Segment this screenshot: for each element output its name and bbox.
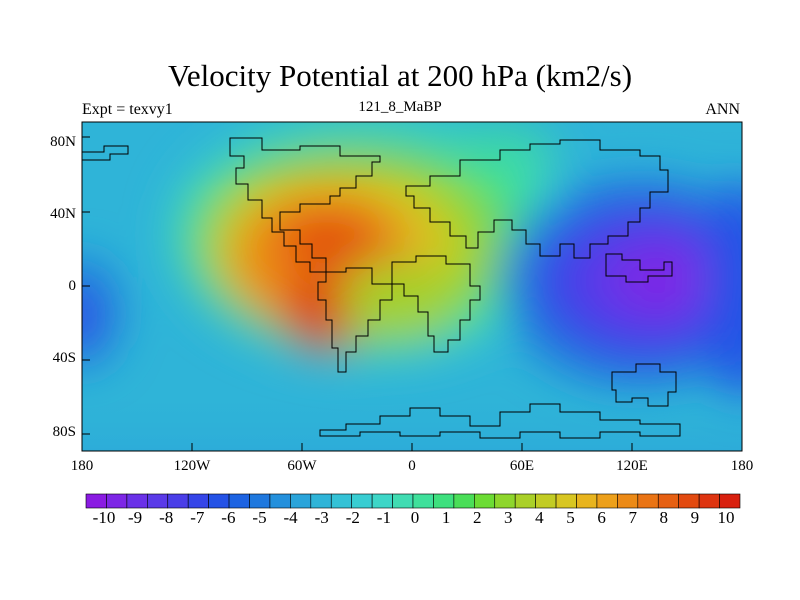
- lon-tick-label: 120E: [616, 458, 648, 474]
- colorbar-box: [290, 493, 312, 509]
- colorbar-box: [719, 493, 741, 509]
- colorbar-label: -4: [283, 508, 298, 527]
- colorbar-label: -9: [128, 508, 143, 527]
- lon-tick-label: 180: [730, 458, 754, 474]
- colorbar-box: [228, 493, 250, 509]
- colorbar-box: [147, 493, 169, 509]
- colorbar-box: [474, 493, 496, 509]
- colorbar-box: [187, 493, 209, 509]
- colorbar-box: [453, 493, 475, 509]
- colorbar-box: [596, 493, 618, 509]
- colorbar-box: [576, 493, 598, 509]
- lon-tick-label: 60E: [509, 458, 535, 474]
- colorbar-label: 5: [566, 508, 575, 527]
- season-label: ANN: [705, 101, 740, 118]
- colorbar-box: [535, 493, 557, 509]
- map-title: Velocity Potential at 200 hPa (km2/s): [167, 58, 633, 93]
- lon-tick-label: 0: [408, 458, 416, 474]
- colorbar-label: -1: [376, 508, 391, 527]
- colorbar-box: [392, 493, 414, 509]
- lat-tick-marks: [82, 136, 90, 435]
- colorbar-label: -3: [314, 508, 329, 527]
- lon-tick-marks: [81, 443, 743, 451]
- colorbar-label: 7: [628, 508, 637, 527]
- colorbar-label: -7: [190, 508, 205, 527]
- lat-tick-label: 40S: [52, 350, 76, 366]
- colorbar-box: [106, 493, 128, 509]
- colorbar-box: [494, 493, 516, 509]
- maritime-continent-outline: [605, 253, 673, 283]
- colorbar-label: 0: [410, 508, 420, 527]
- field-shading: [82, 122, 742, 451]
- colorbar-box: [167, 493, 189, 509]
- colorbar-box: [249, 493, 271, 509]
- lon-tick-label: 180: [70, 458, 94, 474]
- lat-tick-label: 0: [68, 278, 77, 294]
- colorbar-box: [351, 493, 373, 509]
- colorbar-label: 6: [597, 508, 606, 527]
- lon-tick-label: 60W: [287, 458, 317, 474]
- colorbar-label: -6: [221, 508, 236, 527]
- colorbar-box: [637, 493, 659, 509]
- colorbar-label: 10: [717, 508, 735, 527]
- colorbar-label: 3: [504, 508, 513, 527]
- eurasia-outline: [405, 139, 669, 259]
- colorbar-box: [412, 493, 434, 509]
- south-america-outline: [317, 267, 393, 373]
- case-label: 121_8_MaBP: [358, 99, 442, 115]
- experiment-label: Expt = texvy1: [82, 101, 173, 118]
- colorbar-box: [269, 493, 291, 509]
- colorbar-box: [310, 493, 332, 509]
- colorbar-label: 4: [535, 508, 544, 527]
- australia-outline: [611, 363, 677, 407]
- colorbar-label: 8: [659, 508, 669, 527]
- colorbar-box: [371, 493, 393, 509]
- africa-outline: [391, 255, 481, 353]
- antarctica-outline: [319, 403, 681, 439]
- colorbar-box: [126, 493, 148, 509]
- lat-tick-label: 80S: [52, 424, 76, 440]
- lat-tick-label: 80N: [50, 134, 76, 150]
- colorbar-label: -10: [92, 508, 116, 527]
- colorbar-box: [208, 493, 230, 509]
- colorbar-label: 9: [690, 508, 700, 527]
- colorbar-box: [330, 493, 352, 509]
- north-america-outline: [229, 137, 381, 273]
- coastlines: [82, 137, 681, 439]
- chukotka-outline: [82, 145, 129, 161]
- colorbar-box: [657, 493, 679, 509]
- colorbar-box: [433, 493, 455, 509]
- colorbar: [85, 493, 741, 509]
- colorbar-box: [514, 493, 536, 509]
- lon-tick-label: 120W: [173, 458, 211, 474]
- colorbar-box: [678, 493, 700, 509]
- colorbar-label: 2: [472, 508, 482, 527]
- colorbar-label: -5: [252, 508, 267, 527]
- contour-field: [82, 122, 742, 451]
- colorbar-box: [555, 493, 577, 509]
- colorbar-box: [85, 493, 107, 509]
- colorbar-box: [617, 493, 639, 509]
- colorbar-box: [698, 493, 720, 509]
- colorbar-label: -8: [159, 508, 174, 527]
- lat-tick-label: 40N: [50, 206, 76, 222]
- colorbar-label: -2: [345, 508, 360, 527]
- colorbar-label: 1: [441, 508, 451, 527]
